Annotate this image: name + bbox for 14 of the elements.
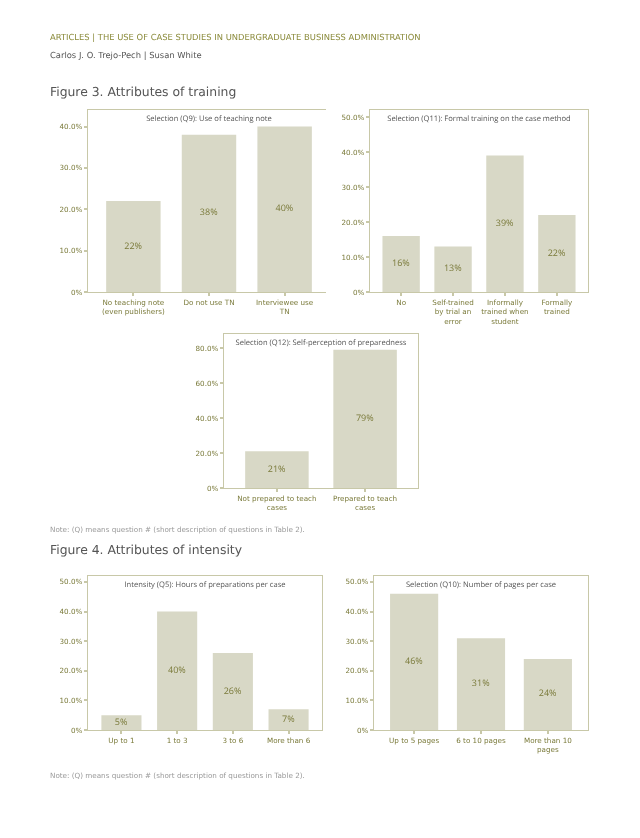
bar bbox=[101, 715, 142, 730]
bar bbox=[106, 201, 161, 292]
bar bbox=[382, 236, 420, 292]
bar bbox=[157, 611, 198, 730]
bar bbox=[538, 215, 576, 292]
bar bbox=[390, 593, 439, 730]
bar bbox=[181, 134, 237, 292]
bar bbox=[434, 246, 472, 292]
bar bbox=[523, 658, 572, 730]
bar bbox=[257, 126, 312, 292]
bar bbox=[456, 638, 506, 730]
bar bbox=[268, 709, 309, 730]
bar bbox=[212, 653, 253, 730]
bar bbox=[486, 155, 524, 292]
